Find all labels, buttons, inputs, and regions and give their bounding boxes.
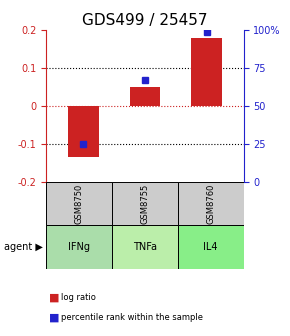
Bar (191, 38, 222, 106)
Text: GSM8750: GSM8750 (75, 183, 84, 224)
Text: IL4: IL4 (204, 242, 218, 252)
FancyBboxPatch shape (46, 182, 112, 225)
Text: TNFa: TNFa (133, 242, 157, 252)
Text: GSM8755: GSM8755 (140, 183, 150, 224)
Text: IFNg: IFNg (68, 242, 90, 252)
Bar (68, 106, 99, 157)
Text: GSM8760: GSM8760 (206, 183, 215, 224)
Bar (130, 87, 160, 106)
FancyBboxPatch shape (112, 182, 178, 225)
Title: GDS499 / 25457: GDS499 / 25457 (82, 13, 208, 28)
FancyBboxPatch shape (46, 225, 112, 269)
FancyBboxPatch shape (178, 182, 244, 225)
Text: agent ▶: agent ▶ (4, 242, 43, 252)
Text: log ratio: log ratio (61, 293, 96, 302)
Text: percentile rank within the sample: percentile rank within the sample (61, 313, 203, 322)
Text: ■: ■ (49, 312, 60, 323)
FancyBboxPatch shape (178, 225, 244, 269)
FancyBboxPatch shape (112, 225, 178, 269)
Text: ■: ■ (49, 292, 60, 302)
